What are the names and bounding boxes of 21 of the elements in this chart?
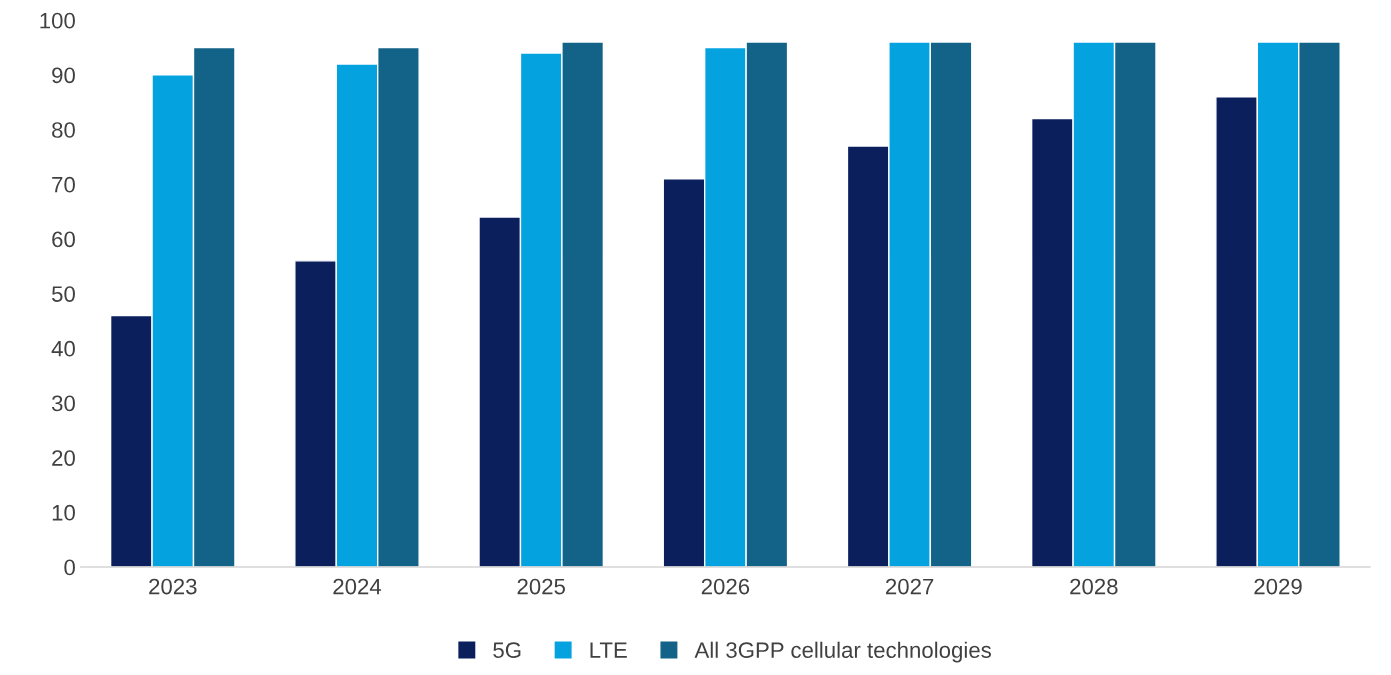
y-tick-label: 40: [51, 340, 75, 357]
y-tick-label: 100: [40, 12, 75, 29]
y-tick-label: 60: [52, 231, 75, 248]
x-tick-label: 2025: [517, 578, 565, 595]
legend-label: LTE: [590, 642, 627, 658]
x-tick-label: 2023: [149, 578, 197, 595]
y-tick-label: 50: [51, 286, 75, 302]
y-tick-label: 20: [52, 450, 75, 466]
x-tick-label: 2026: [701, 578, 750, 595]
y-tick-label: 30: [51, 395, 75, 412]
y-tick-label: 80: [52, 122, 75, 138]
x-tick-label: 2028: [1070, 578, 1118, 595]
y-tick-label: 0: [64, 559, 75, 576]
legend-label: All 3GPP cellular technologies: [694, 641, 991, 663]
x-tick-label: 2024: [333, 578, 382, 595]
y-tick-label: 70: [52, 176, 75, 193]
legend-label: 5G: [493, 642, 521, 658]
x-tick-label: 2027: [886, 578, 934, 595]
y-tick-label: 90: [52, 67, 75, 84]
x-tick-label: 2029: [1254, 578, 1302, 595]
y-tick-label: 10: [52, 504, 75, 521]
